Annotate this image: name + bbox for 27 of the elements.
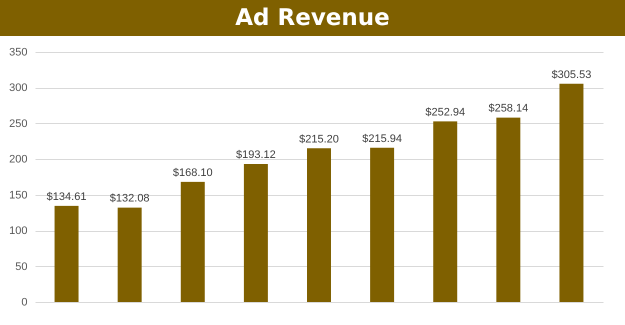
- bar: [244, 164, 268, 302]
- chart-title: Ad Revenue: [0, 0, 625, 36]
- data-label: $134.61: [46, 190, 86, 203]
- bar: [180, 182, 205, 302]
- data-label: $258.14: [488, 102, 528, 115]
- y-tick-label: 350: [9, 46, 28, 58]
- data-label: $305.53: [552, 68, 592, 81]
- y-tick-label: 200: [9, 154, 28, 166]
- bar: [496, 118, 520, 302]
- data-label: $193.12: [236, 149, 276, 162]
- bar: [433, 121, 458, 302]
- bar: [559, 84, 584, 302]
- bar: [307, 148, 331, 302]
- y-tick-label: 250: [9, 118, 28, 130]
- data-label: $215.20: [299, 133, 339, 146]
- y-tick-label: 150: [9, 189, 28, 202]
- bar: [370, 148, 394, 302]
- y-tick-label: 100: [9, 225, 28, 238]
- data-label: $132.08: [110, 192, 150, 205]
- y-tick-label: 50: [15, 260, 28, 273]
- y-tick-label: 300: [9, 82, 28, 94]
- data-label: $215.94: [362, 132, 402, 145]
- bar: [118, 208, 142, 302]
- data-label: $252.94: [425, 106, 466, 118]
- bar: [54, 206, 79, 302]
- y-tick-label: 0: [21, 296, 28, 308]
- data-label: $168.10: [172, 166, 213, 179]
